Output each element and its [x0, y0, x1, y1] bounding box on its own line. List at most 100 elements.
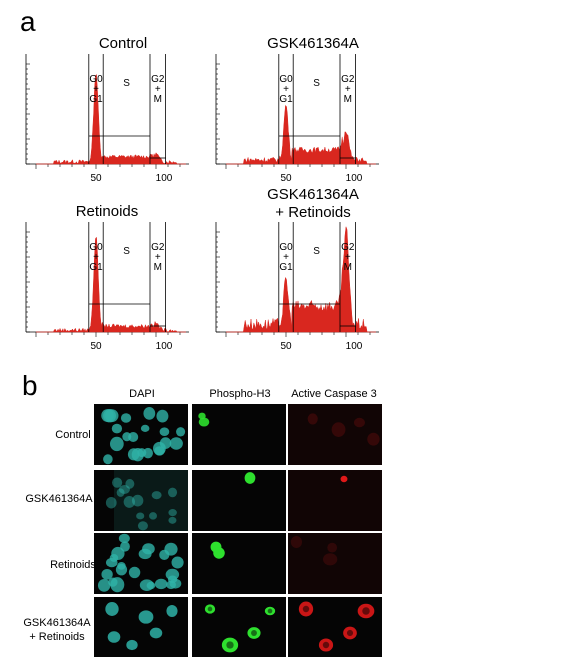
nucleus: [116, 488, 125, 497]
s-phase-label: S: [123, 78, 130, 89]
haze: [114, 470, 188, 531]
histogram-svg: G0+G1S G2+M50 100: [25, 222, 189, 352]
nucleus: [120, 541, 130, 552]
micrograph-svg: [298, 601, 375, 652]
panel-a-label: a: [20, 6, 36, 37]
nucleus: [146, 581, 156, 590]
row-label-retinoids: Retinoids: [50, 559, 96, 571]
nucleus: [154, 578, 168, 590]
histogram-svg: G0+G1S G2+M50 100: [215, 54, 379, 184]
hist-title-gsk-retinoids: GSK461364A + Retinoids: [218, 186, 408, 222]
micrograph-svg: [198, 412, 210, 427]
g2m-label: M: [154, 94, 162, 105]
g0g1-label: G0: [279, 74, 293, 85]
nucleus: [164, 542, 178, 556]
nucleus-center: [362, 607, 370, 615]
haze: [288, 404, 382, 465]
row-label-gsk: GSK461364A: [25, 493, 93, 505]
s-phase-label: S: [123, 246, 130, 257]
nucleus: [171, 556, 184, 569]
hist-title-control: Control: [28, 35, 218, 53]
nucleus: [112, 477, 123, 488]
micrograph-dapi-row-2: [94, 470, 188, 531]
micrograph-phospho-h3-row-2: [192, 470, 286, 531]
g2m-label: G2: [151, 74, 165, 85]
histogram-svg: G0+G1S G2+M50 100: [215, 222, 379, 352]
nucleus: [166, 580, 176, 590]
g2m-label: G2: [151, 242, 165, 253]
x-tick-label: 50: [90, 341, 102, 352]
x-tick-label: 100: [346, 173, 363, 184]
nucleus: [176, 427, 186, 437]
g2m-label: +: [345, 252, 351, 263]
haze: [288, 470, 382, 531]
row-label-gsk-retinoids: GSK461364A + Retinoids: [12, 616, 102, 644]
g0g1-label: G1: [279, 262, 293, 273]
nucleus: [125, 479, 135, 489]
g2m-label: +: [155, 84, 161, 95]
nucleus: [109, 554, 119, 562]
nucleus: [307, 413, 318, 425]
nucleus: [151, 491, 162, 500]
micrograph-svg: [288, 404, 382, 465]
nucleus: [126, 639, 138, 651]
row-label-text: GSK461364A + Retinoids: [23, 617, 90, 643]
nucleus: [103, 454, 113, 465]
nucleus: [109, 436, 124, 452]
nucleus: [142, 543, 155, 555]
nucleus: [118, 533, 130, 544]
micrograph-svg: [288, 533, 382, 594]
nucleus-center: [207, 606, 213, 612]
x-tick-label: 50: [280, 341, 292, 352]
nucleus: [166, 604, 178, 618]
g0g1-label: G0: [279, 242, 293, 253]
nucleus: [111, 423, 123, 434]
nucleus: [131, 494, 144, 507]
nucleus: [149, 627, 163, 639]
nucleus: [122, 432, 132, 442]
nucleus: [105, 602, 119, 616]
x-tick-label: 50: [90, 173, 102, 184]
nucleus-center: [302, 605, 310, 613]
nucleus: [131, 448, 144, 462]
hist-title-line: GSK461364A: [267, 186, 359, 203]
micrograph-dapi-row-4: [94, 597, 188, 657]
panel-b-label: b: [22, 370, 38, 401]
nucleus: [168, 516, 177, 524]
s-phase-label: S: [313, 78, 320, 89]
hist-title-line: GSK461364A: [267, 35, 359, 52]
nucleus: [322, 553, 338, 566]
nucleus: [327, 542, 338, 553]
histogram-fill: [36, 73, 186, 165]
micrograph-active-caspase-3-row-1: [288, 404, 382, 465]
micrograph-dapi-row-1: [94, 404, 188, 465]
column-header-phospho-h3: Phospho-H3: [209, 388, 271, 400]
g0g1-label: +: [283, 84, 289, 95]
row-label-line: + Retinoids: [29, 631, 85, 643]
nucleus-center: [267, 608, 273, 614]
nucleus: [198, 417, 210, 427]
nucleus: [168, 509, 177, 517]
nucleus: [118, 484, 130, 494]
g0g1-label: G0: [89, 242, 103, 253]
micrograph-phospho-h3-row-4: [192, 597, 286, 657]
g2m-label: G2: [341, 242, 355, 253]
haze: [288, 533, 382, 594]
nucleus: [213, 547, 225, 559]
g0g1-label: +: [93, 84, 99, 95]
nucleus: [103, 409, 117, 423]
nucleus: [154, 446, 165, 456]
nucleus: [137, 521, 148, 531]
hist-title-retinoids: Retinoids: [12, 203, 202, 221]
nucleus: [97, 578, 111, 592]
nucleus: [140, 424, 150, 432]
micrograph-svg: [97, 533, 184, 593]
histogram-fill: [226, 104, 376, 165]
x-tick-label: 100: [156, 173, 173, 184]
micrograph-svg: [244, 472, 256, 484]
row-label-control: Control: [55, 429, 91, 441]
nucleus: [244, 472, 256, 484]
column-header-caspase-3: Active Caspase 3: [291, 388, 377, 400]
nucleus-center: [322, 641, 330, 649]
nucleus-center: [226, 641, 234, 649]
